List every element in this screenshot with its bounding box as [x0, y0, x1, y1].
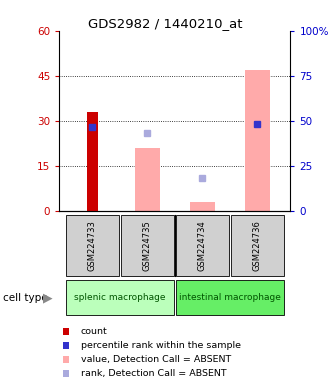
Text: intestinal macrophage: intestinal macrophage: [179, 293, 281, 302]
Text: value, Detection Call = ABSENT: value, Detection Call = ABSENT: [81, 355, 231, 364]
Bar: [190, 202, 215, 211]
Bar: [87, 112, 98, 211]
Text: GSM224734: GSM224734: [198, 220, 207, 271]
Text: GSM224736: GSM224736: [253, 220, 262, 271]
Text: ▶: ▶: [43, 291, 53, 304]
Text: rank, Detection Call = ABSENT: rank, Detection Call = ABSENT: [81, 369, 226, 378]
Text: GSM224735: GSM224735: [143, 220, 152, 271]
Bar: [135, 148, 160, 211]
Text: percentile rank within the sample: percentile rank within the sample: [81, 341, 241, 350]
Text: cell type: cell type: [3, 293, 48, 303]
Text: GDS2982 / 1440210_at: GDS2982 / 1440210_at: [88, 17, 242, 30]
Text: splenic macrophage: splenic macrophage: [74, 293, 166, 302]
Text: count: count: [81, 327, 108, 336]
Text: GSM224733: GSM224733: [88, 220, 97, 271]
Bar: [245, 70, 270, 211]
